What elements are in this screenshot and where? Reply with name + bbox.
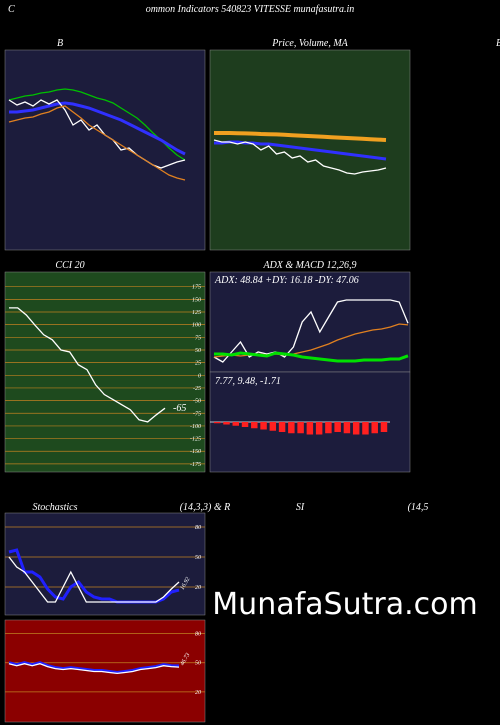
value-label: -65: [173, 403, 186, 414]
panel-title: Price, Volume, MA: [271, 38, 348, 49]
y-tick-label: 100: [192, 323, 201, 329]
y-tick-label: -25: [193, 386, 201, 392]
y-tick-label: -75: [193, 411, 201, 417]
bar: [297, 422, 304, 434]
y-tick-label: -50: [193, 399, 201, 405]
panel-title: Stochastics: [33, 502, 78, 513]
series-line: [213, 299, 409, 363]
series-line: [214, 131, 387, 142]
panel-subtitle: (14,3,3) & R: [180, 502, 231, 513]
bar: [251, 422, 258, 429]
bar: [288, 422, 295, 434]
watermark: MunafaSutra.com: [212, 587, 477, 622]
bar: [315, 422, 323, 435]
y-tick-label: 20: [195, 690, 201, 696]
y-tick-label: 50: [195, 348, 201, 354]
bar: [241, 422, 249, 427]
bar: [214, 422, 221, 424]
bar: [223, 422, 230, 425]
y-tick-label: 75: [195, 335, 201, 341]
y-tick-label: 175: [192, 285, 201, 291]
series-line: [9, 101, 186, 156]
y-tick-label: 0: [198, 373, 201, 379]
series-line: [8, 105, 186, 181]
bar: [343, 422, 351, 434]
panel-subtitle: (14,5: [408, 502, 429, 513]
panel-title: CCI 20: [55, 260, 84, 271]
y-tick-label: 125: [192, 310, 201, 316]
panel-title: SI: [296, 502, 305, 513]
y-tick-label: 20: [195, 585, 201, 591]
series-line: [213, 323, 409, 358]
y-tick-label: 80: [195, 525, 201, 531]
bar: [362, 422, 369, 435]
value-label: 16.92: [180, 576, 192, 591]
header-letter: C: [8, 4, 15, 15]
bar: [278, 422, 286, 432]
y-tick-label: 50: [195, 555, 201, 561]
series-line: [213, 139, 387, 175]
bar: [325, 422, 332, 434]
y-tick-label: 25: [195, 361, 201, 367]
series-line: [8, 661, 180, 675]
bar: [260, 422, 267, 430]
series-line: [8, 556, 180, 603]
y-tick-label: -175: [190, 462, 201, 468]
header-right-letter: B: [496, 38, 500, 49]
bar: [306, 422, 314, 435]
y-tick-label: -100: [190, 424, 201, 430]
y-tick-label: -150: [190, 449, 201, 455]
y-tick-label: 50: [195, 661, 201, 667]
panel-subtitle: ADX: 48.84 +DY: 16.18 -DY: 47.06: [214, 275, 359, 286]
bar: [232, 422, 240, 426]
series-line: [214, 351, 409, 363]
series-line: [9, 307, 166, 423]
panel-title: 7.77, 9.48, -1.71: [215, 376, 281, 387]
bar: [352, 422, 360, 435]
y-tick-label: 80: [195, 632, 201, 638]
panel: [4, 271, 206, 473]
header-title: ommon Indicators 540823 VITESSE munafasu…: [146, 4, 355, 15]
bar: [334, 422, 341, 432]
panel-title: ADX & MACD 12,26,9: [262, 260, 356, 271]
panel-title: B: [57, 38, 63, 49]
bar: [269, 422, 277, 431]
y-tick-label: -125: [190, 437, 201, 443]
bar: [380, 422, 388, 432]
bar: [371, 422, 378, 434]
y-tick-label: 150: [192, 297, 201, 303]
series-line: [8, 663, 180, 675]
series-line: [8, 88, 186, 161]
